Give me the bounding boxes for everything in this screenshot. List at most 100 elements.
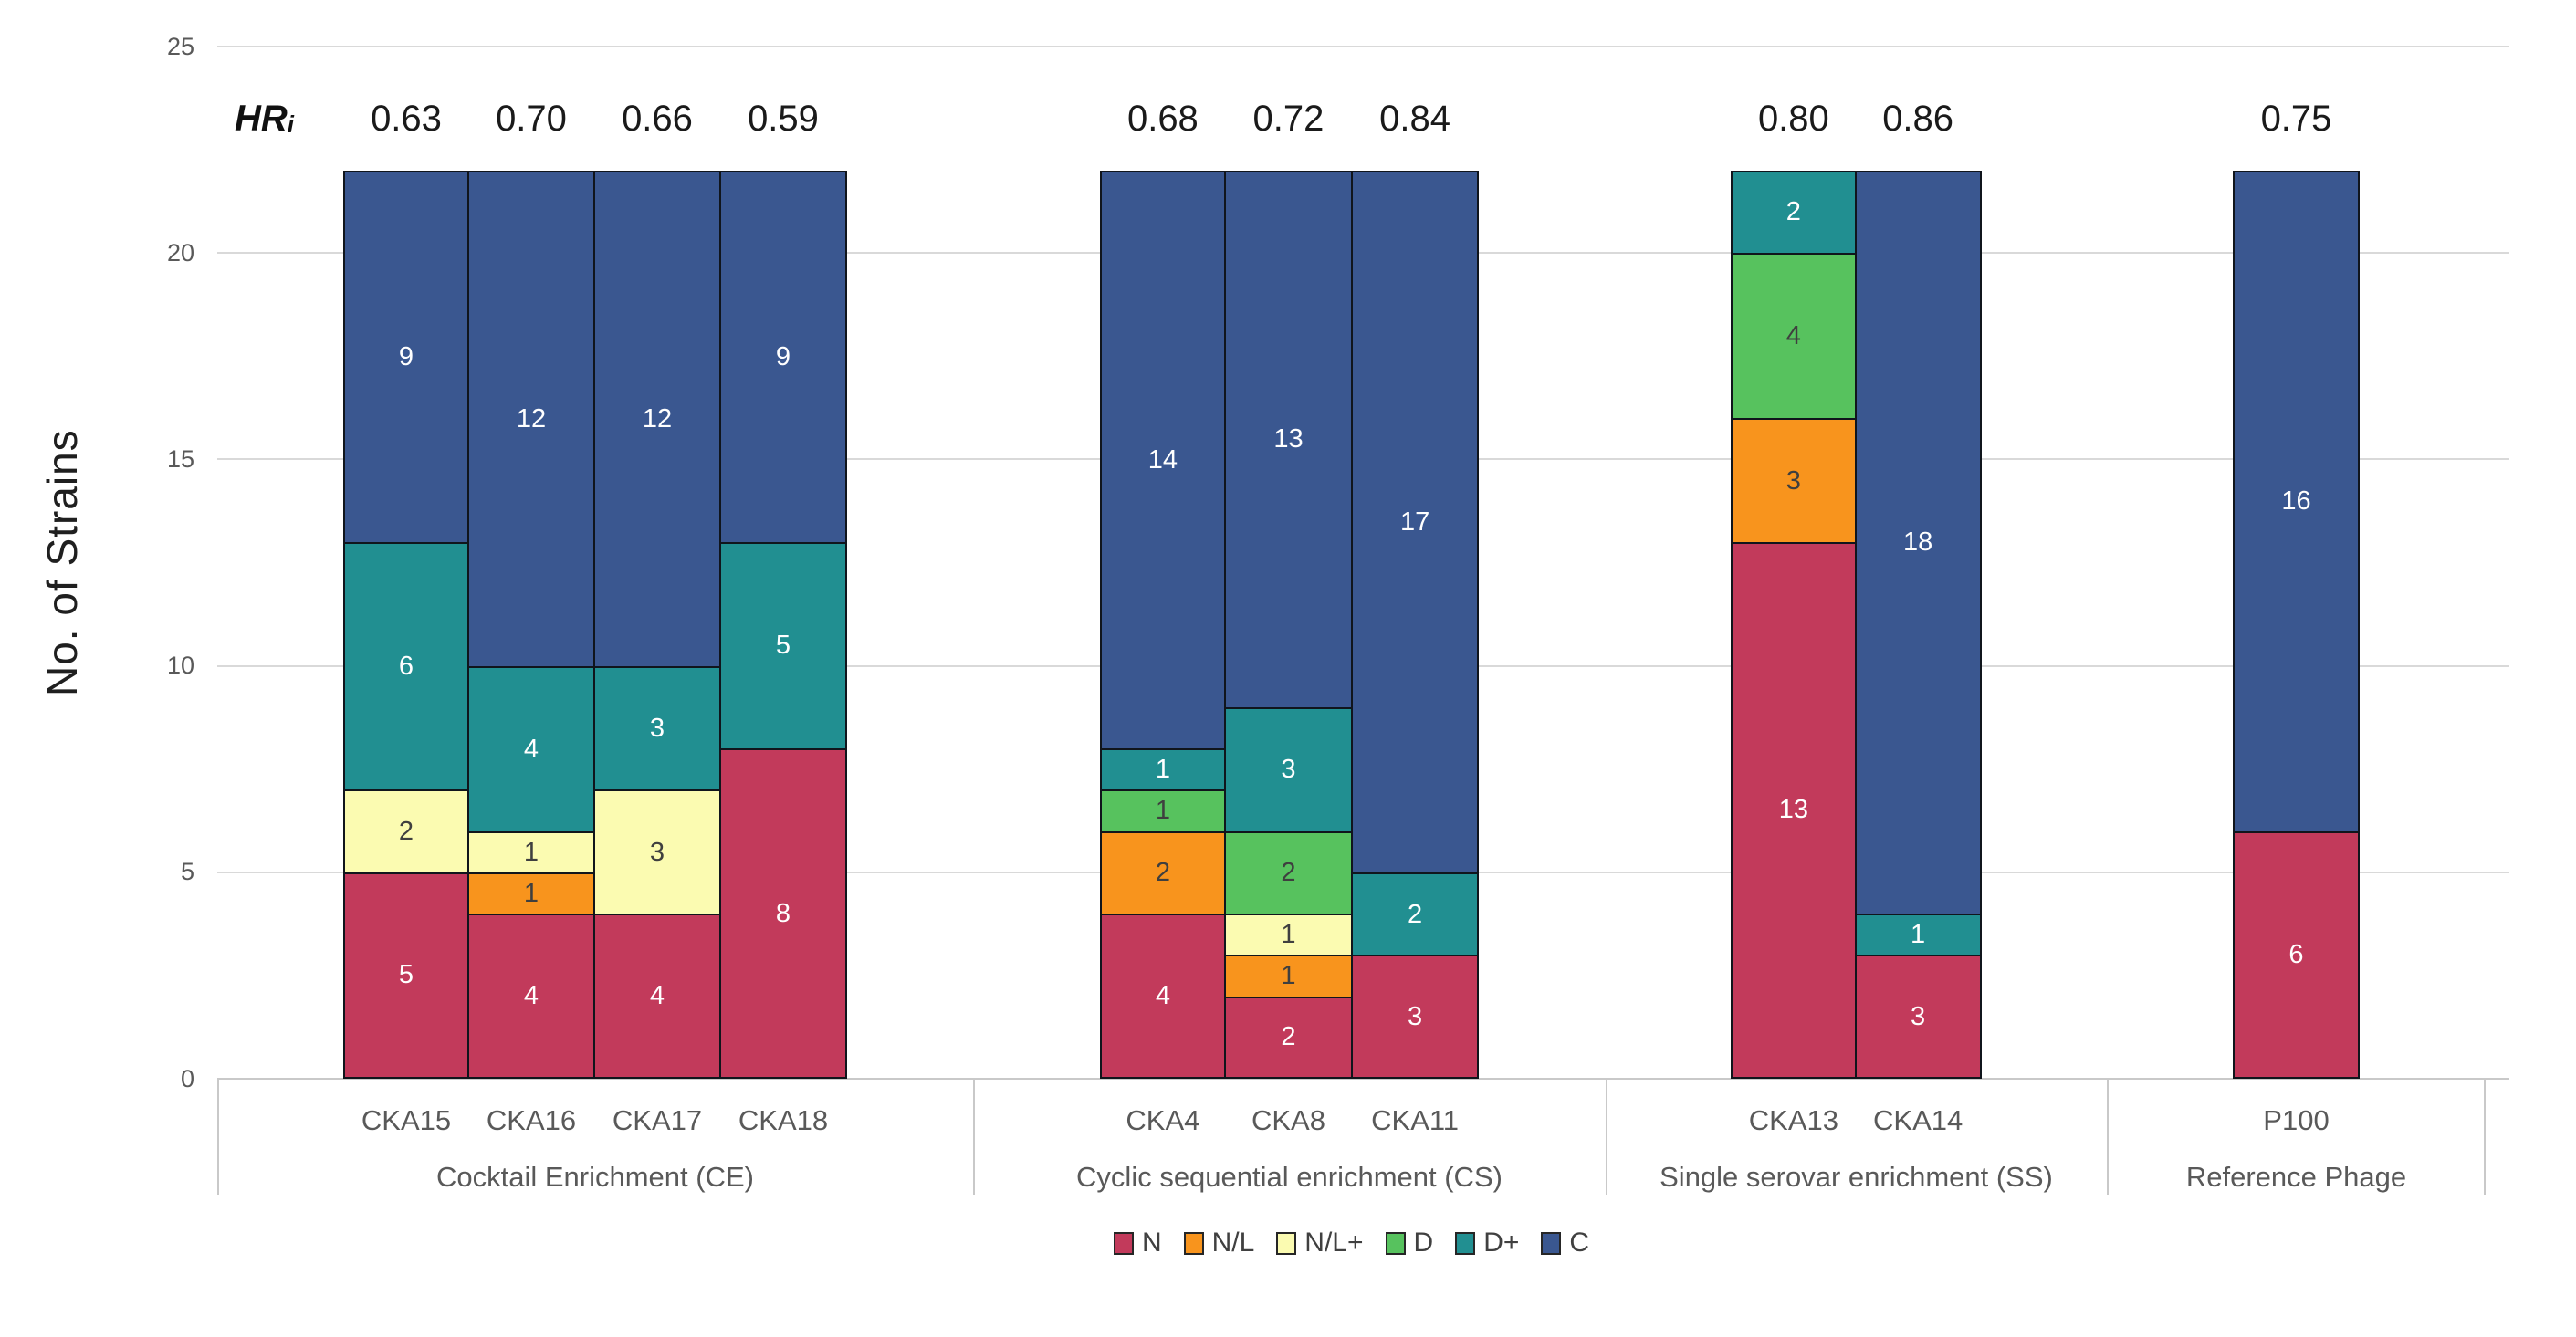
group-label: Reference Phage bbox=[2185, 1161, 2407, 1193]
legend-label: N/L+ bbox=[1304, 1227, 1364, 1258]
legend-label: C bbox=[1569, 1227, 1590, 1258]
bar-segment: 1 bbox=[1854, 914, 1982, 957]
segment-value-label: 9 bbox=[775, 341, 791, 371]
bar-segment: 1 bbox=[1099, 748, 1227, 792]
bar-segment: 3 bbox=[593, 665, 721, 792]
legend-item: D bbox=[1385, 1227, 1433, 1259]
bar-segment: 13 bbox=[1731, 541, 1857, 1079]
bar-segment: 4 bbox=[593, 914, 721, 1079]
segment-value-label: 16 bbox=[2281, 486, 2311, 517]
bar-segment: 9 bbox=[343, 170, 469, 544]
bar-segment: 5 bbox=[343, 872, 469, 1079]
segment-value-label: 12 bbox=[642, 403, 673, 433]
bar-segment: 1 bbox=[467, 830, 595, 874]
bar-segment: 2 bbox=[1099, 830, 1227, 916]
hr-value: 0.80 bbox=[1757, 98, 1829, 139]
bar-segment: 2 bbox=[1224, 830, 1353, 916]
strain-label: CKA17 bbox=[612, 1104, 703, 1136]
segment-value-label: 4 bbox=[1155, 981, 1170, 1010]
legend-swatch bbox=[1276, 1231, 1297, 1255]
strain-label: CKA14 bbox=[1873, 1104, 1963, 1136]
group-label: Cyclic sequential enrichment (CS) bbox=[1076, 1161, 1503, 1193]
y-tick-label: 15 bbox=[166, 444, 194, 473]
segment-value-label: 5 bbox=[398, 960, 414, 990]
strain-label: P100 bbox=[2263, 1104, 2330, 1136]
y-tick-label: 0 bbox=[180, 1064, 194, 1092]
segment-value-label: 2 bbox=[1155, 858, 1170, 888]
bar-segment: 1 bbox=[1224, 914, 1353, 957]
segment-value-label: 13 bbox=[1273, 424, 1304, 454]
bar-segment: 5 bbox=[719, 541, 847, 751]
segment-value-label: 2 bbox=[1281, 1022, 1296, 1052]
bar-segment: 4 bbox=[467, 914, 595, 1079]
group-separator bbox=[2107, 1079, 2109, 1195]
segment-value-label: 1 bbox=[523, 837, 539, 867]
legend-label: N/L bbox=[1211, 1227, 1255, 1258]
bar-segment: 2 bbox=[1350, 872, 1480, 957]
segment-value-label: 17 bbox=[1399, 507, 1430, 537]
bar-segment: 3 bbox=[1854, 955, 1982, 1079]
segment-value-label: 3 bbox=[649, 837, 665, 867]
group-separator bbox=[1606, 1079, 1607, 1195]
bar-segment: 9 bbox=[719, 170, 847, 544]
group-label: Cocktail Enrichment (CE) bbox=[436, 1161, 754, 1193]
legend-item: C bbox=[1541, 1227, 1589, 1259]
segment-value-label: 1 bbox=[1155, 755, 1170, 785]
legend-swatch bbox=[1541, 1231, 1562, 1255]
segment-value-label: 1 bbox=[1281, 961, 1296, 991]
bar-segment: 6 bbox=[2233, 830, 2360, 1079]
bar-segment: 4 bbox=[1731, 253, 1857, 421]
bar-segment: 18 bbox=[1854, 170, 1982, 916]
x-axis-line bbox=[217, 1078, 2509, 1080]
segment-value-label: 3 bbox=[1281, 755, 1296, 785]
segment-value-label: 6 bbox=[398, 652, 414, 682]
segment-value-label: 2 bbox=[1408, 899, 1423, 929]
strain-label: CKA15 bbox=[361, 1104, 452, 1136]
hr-value: 0.72 bbox=[1252, 98, 1325, 139]
hr-label-subscript: i bbox=[287, 110, 294, 138]
segment-value-label: 2 bbox=[398, 817, 414, 847]
segment-value-label: 1 bbox=[523, 878, 539, 908]
segment-value-label: 13 bbox=[1778, 795, 1808, 825]
group-separator bbox=[973, 1079, 975, 1195]
bar-segment: 14 bbox=[1099, 170, 1227, 751]
segment-value-label: 3 bbox=[649, 713, 665, 743]
hr-value: 0.75 bbox=[2260, 98, 2332, 139]
legend-item: N bbox=[1113, 1227, 1162, 1259]
bar-segment: 4 bbox=[1099, 914, 1227, 1079]
segment-value-label: 1 bbox=[1911, 920, 1926, 950]
strain-label: CKA13 bbox=[1748, 1104, 1838, 1136]
strain-label: CKA11 bbox=[1371, 1104, 1460, 1136]
bar-segment: 3 bbox=[1224, 706, 1353, 833]
segment-value-label: 4 bbox=[649, 981, 665, 1010]
segment-value-label: 12 bbox=[516, 403, 547, 433]
segment-value-label: 4 bbox=[523, 981, 539, 1010]
hr-value: 0.63 bbox=[371, 98, 442, 139]
group-separator bbox=[2484, 1079, 2486, 1195]
bar-segment: 1 bbox=[467, 872, 595, 916]
bar-segment: 2 bbox=[343, 789, 469, 874]
legend-swatch bbox=[1113, 1231, 1134, 1255]
bar-segment: 13 bbox=[1224, 170, 1353, 709]
legend-label: D+ bbox=[1483, 1227, 1520, 1258]
segment-value-label: 3 bbox=[1911, 1001, 1926, 1031]
bar-segment: 17 bbox=[1350, 170, 1480, 874]
group-label: Single serovar enrichment (SS) bbox=[1660, 1161, 2053, 1193]
segment-value-label: 14 bbox=[1147, 444, 1178, 475]
segment-value-label: 2 bbox=[1785, 197, 1801, 227]
segment-value-label: 3 bbox=[1785, 465, 1801, 496]
legend-swatch bbox=[1455, 1231, 1476, 1255]
strain-label: CKA4 bbox=[1126, 1104, 1200, 1136]
legend-swatch bbox=[1183, 1231, 1204, 1255]
bar-segment: 2 bbox=[1731, 170, 1857, 256]
hr-row-label: HR i bbox=[235, 97, 294, 141]
legend-swatch bbox=[1385, 1231, 1406, 1255]
strain-label: CKA18 bbox=[738, 1104, 829, 1136]
segment-value-label: 18 bbox=[1902, 527, 1933, 558]
y-tick-label: 5 bbox=[180, 858, 194, 886]
strain-label: CKA16 bbox=[486, 1104, 577, 1136]
gridline bbox=[217, 46, 2509, 47]
segment-value-label: 8 bbox=[775, 898, 791, 928]
bar-segment: 12 bbox=[467, 170, 595, 668]
segment-value-label: 4 bbox=[523, 734, 539, 764]
